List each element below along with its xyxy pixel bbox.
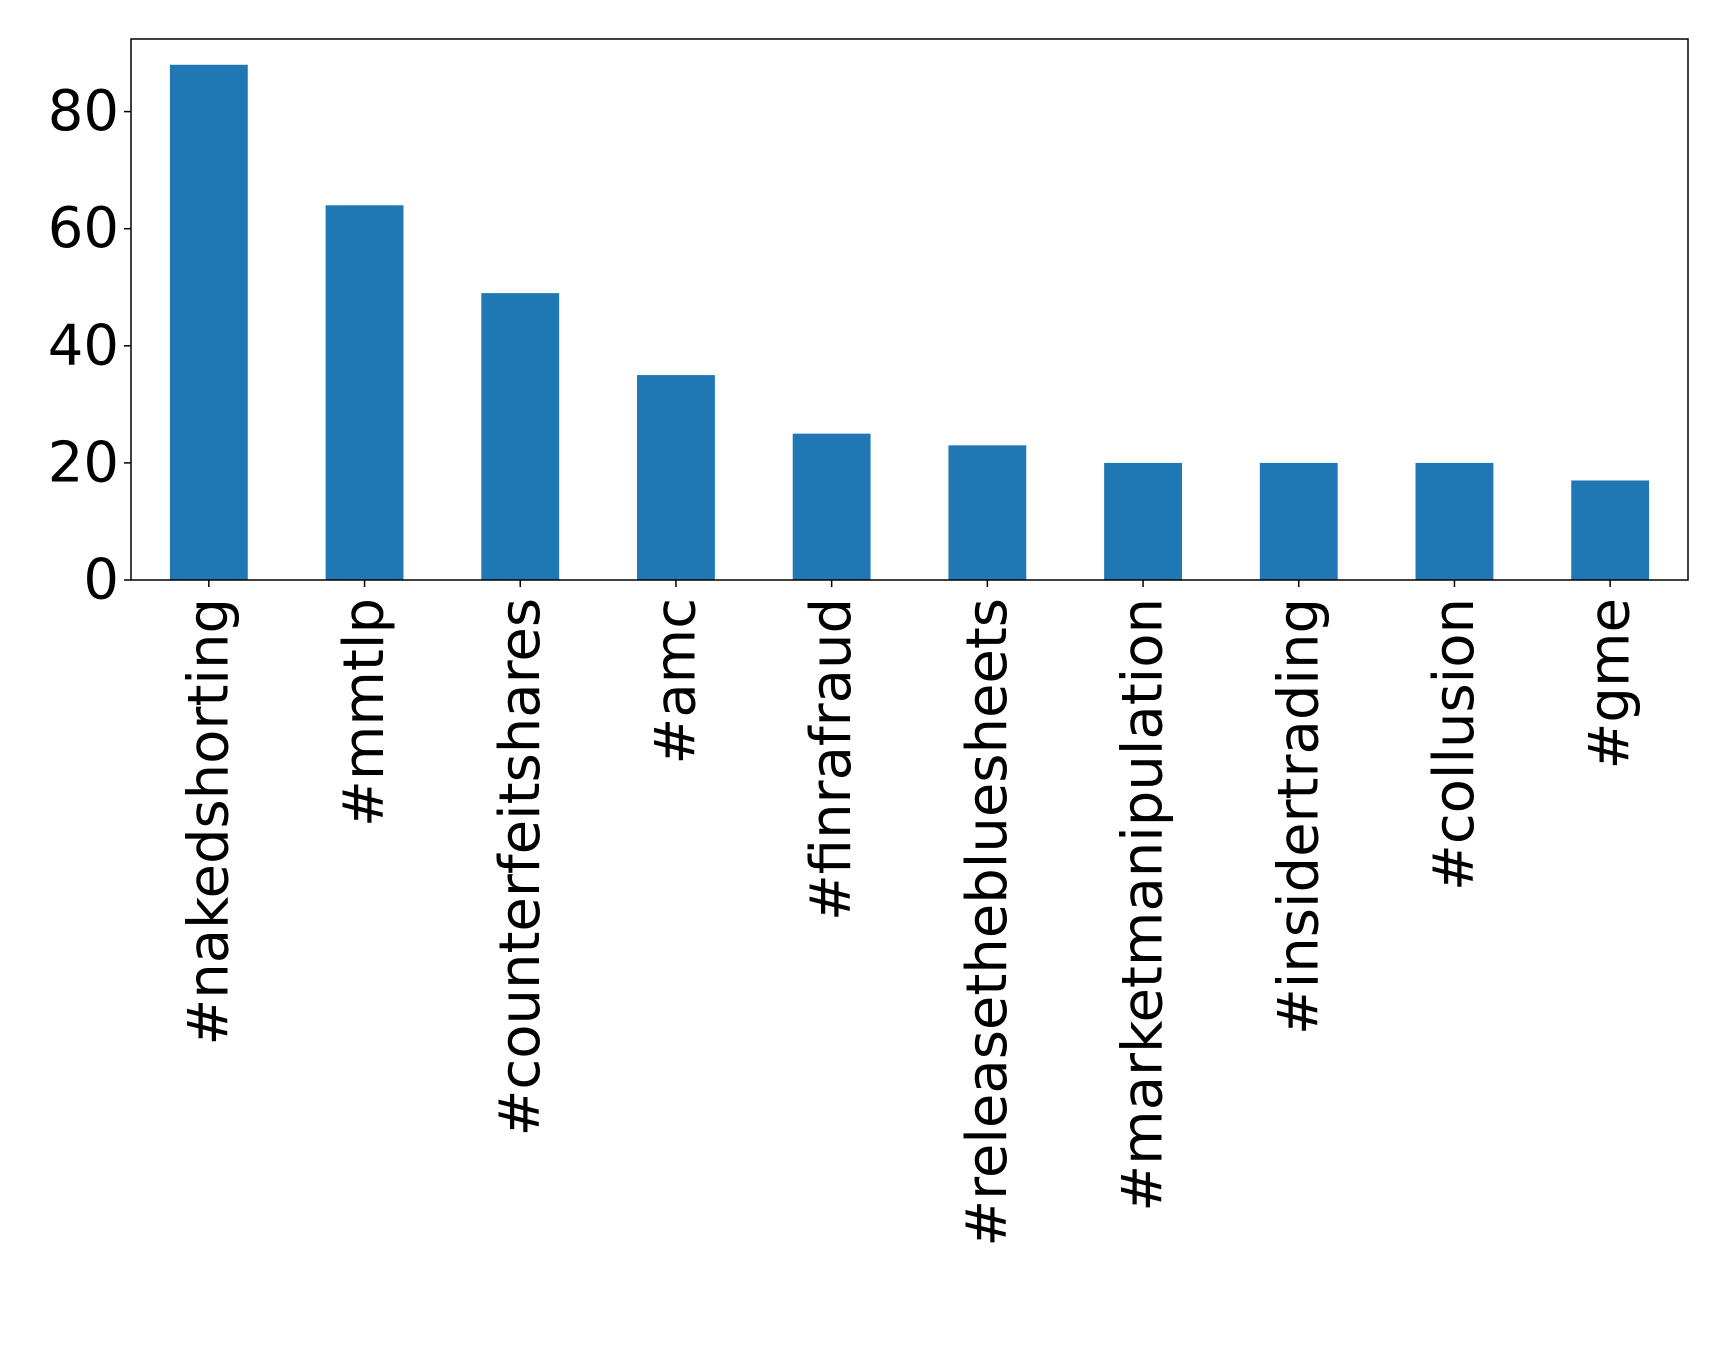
- x-tick-label: #releasethebluesheets: [955, 598, 1020, 1247]
- x-tick-label: #nakedshorting: [176, 598, 241, 1046]
- bar-nakedshorting: [169, 64, 248, 580]
- y-tick-label: 20: [48, 430, 119, 495]
- bar-insidertrading: [1259, 462, 1338, 580]
- x-tick-label: #counterfeitshares: [488, 598, 553, 1136]
- y-tick-label: 0: [83, 548, 119, 613]
- bar-collusion: [1415, 462, 1494, 580]
- bar-marketmanipulation: [1104, 462, 1182, 580]
- x-tick-label: #insidertrading: [1266, 598, 1331, 1035]
- x-tick-label: #mmtlp: [332, 598, 397, 827]
- y-axis: 0 20 40 60 80: [48, 79, 131, 613]
- bar-finrafraud: [792, 433, 871, 580]
- x-tick-label: #marketmanipulation: [1111, 598, 1176, 1212]
- plot-frame: [130, 38, 1689, 581]
- bar-amc: [637, 375, 715, 580]
- x-tick-label: #gme: [1578, 598, 1643, 769]
- bar-mmtlp: [325, 205, 404, 581]
- y-tick-label: 40: [48, 313, 119, 378]
- x-axis: #nakedshorting #mmtlp #counterfeitshares #a…: [176, 580, 1643, 1247]
- x-tick-label: #amc: [643, 598, 708, 765]
- x-tick-label: #finrafraud: [799, 598, 864, 921]
- bar-gme: [1571, 480, 1650, 580]
- bars-group: [169, 64, 1650, 581]
- bar-releasethebluesheets: [948, 445, 1027, 580]
- y-tick-label: 60: [48, 196, 119, 261]
- y-tick-label: 80: [48, 79, 119, 144]
- bar-counterfeitshares: [481, 293, 560, 580]
- x-tick-label: #collusion: [1422, 598, 1487, 891]
